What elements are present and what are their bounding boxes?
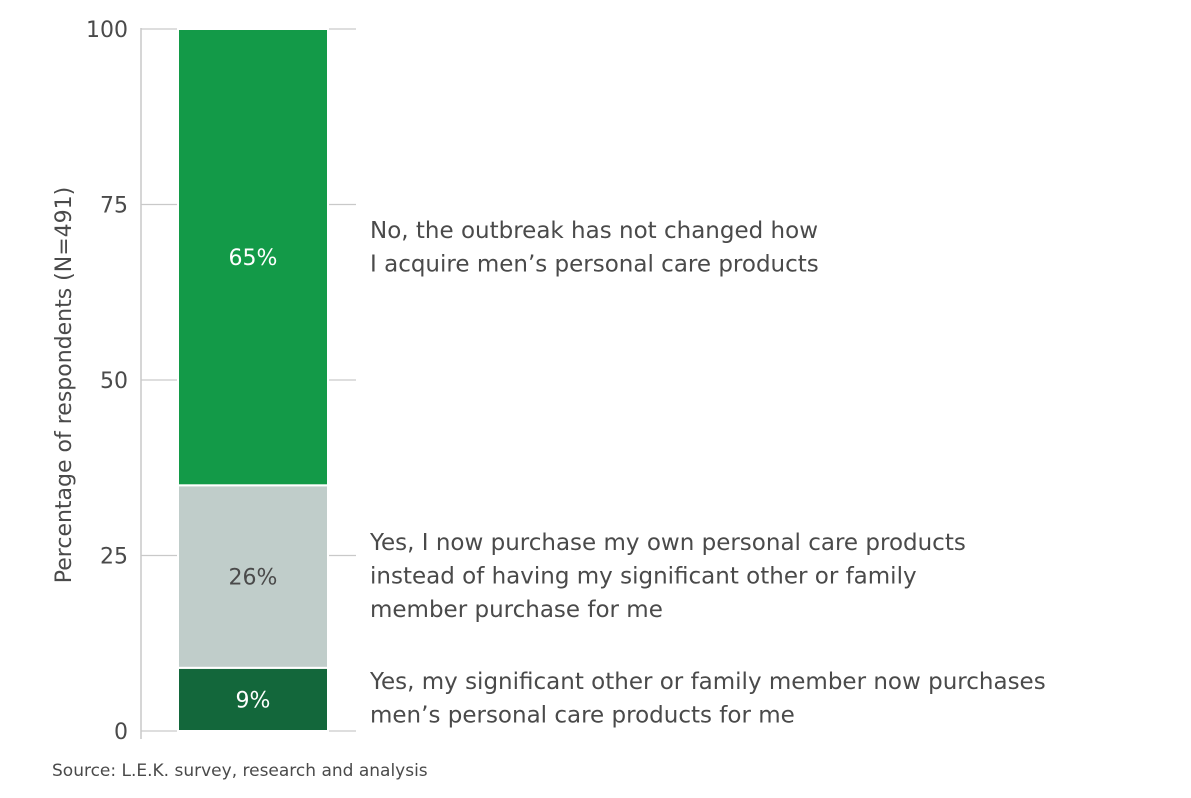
y-tick-label: 25: [100, 545, 128, 570]
annotation-line: No, the outbreak has not changed how: [370, 218, 818, 244]
bar-segment-label: 65%: [229, 246, 278, 271]
segment-annotation-0: Yes, my significant other or family memb…: [369, 669, 1046, 729]
y-tick-label: 75: [100, 194, 128, 219]
bar-segment-0: [177, 666, 329, 733]
y-tick-label: 0: [114, 720, 128, 745]
source-note: Source: L.E.K. survey, research and anal…: [52, 761, 428, 781]
annotation-line: men’s personal care products for me: [370, 703, 795, 729]
y-axis-title: Percentage of respondents (N=491): [52, 187, 77, 583]
bar-segment-label: 26%: [229, 566, 278, 591]
bar-segment-1: [177, 484, 329, 669]
y-tick-label: 100: [86, 18, 128, 43]
annotation-line: Yes, my significant other or family memb…: [369, 669, 1046, 695]
bar-segment-2: [177, 28, 329, 487]
bar-segments: 9% 26% 65%: [177, 28, 329, 733]
bar-segment-label: 9%: [236, 688, 271, 713]
y-tick-label: 50: [100, 369, 128, 394]
annotation-line: member purchase for me: [370, 597, 663, 623]
segment-annotation-2: No, the outbreak has not changed how I ac…: [370, 218, 819, 278]
annotation-line: I acquire men’s personal care products: [370, 252, 819, 278]
annotation-line: Yes, I now purchase my own personal care…: [369, 530, 966, 556]
segment-annotations: Yes, my significant other or family memb…: [369, 218, 1046, 729]
segment-annotation-1: Yes, I now purchase my own personal care…: [369, 530, 966, 623]
annotation-line: instead of having my significant other o…: [370, 564, 917, 590]
